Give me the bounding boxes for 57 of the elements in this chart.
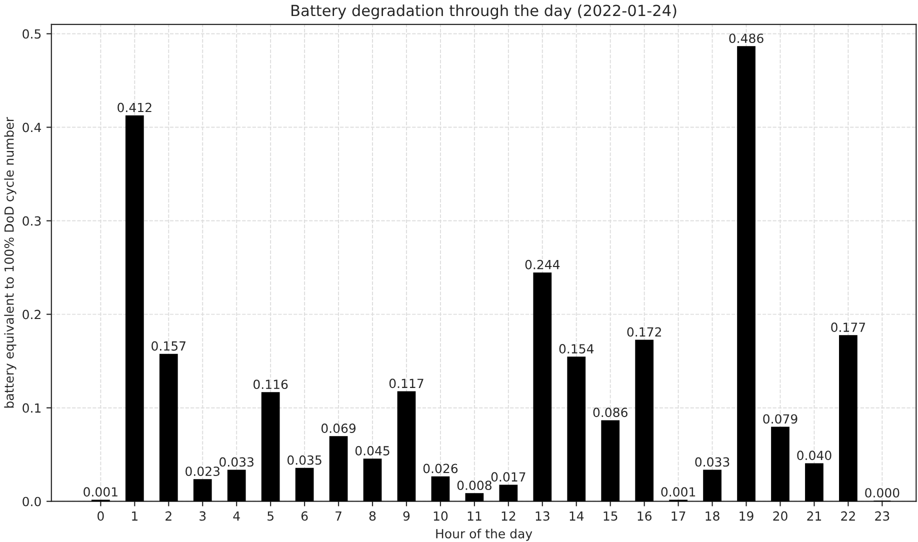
data-label: 0.154 <box>559 344 594 354</box>
x-tick-label: 0 <box>98 511 104 521</box>
x-tick-label: 22 <box>841 511 855 521</box>
data-label: 0.157 <box>152 341 186 351</box>
data-label: 0.069 <box>321 424 356 434</box>
data-label: 0.086 <box>593 408 628 418</box>
data-label: 0.172 <box>627 327 661 337</box>
x-tick-label: 6 <box>301 511 308 521</box>
data-label: 0.035 <box>287 455 322 465</box>
y-tick-label: 0.4 <box>22 122 41 132</box>
data-label: 0.486 <box>729 34 764 44</box>
data-label: 0.079 <box>763 414 798 424</box>
y-axis-title: battery equivalent to 100% DoD cycle number <box>4 116 16 408</box>
chart-title: Battery degradation through the day (2022-01-24) <box>292 4 676 20</box>
y-tick-label: 0.3 <box>22 216 41 226</box>
data-label: 0.000 <box>865 488 900 498</box>
y-tick-label: 0.5 <box>22 29 41 39</box>
data-label: 0.040 <box>797 450 832 460</box>
x-tick-label: 23 <box>875 511 890 521</box>
data-label: 0.116 <box>254 380 288 390</box>
x-tick-label: 9 <box>403 511 410 521</box>
data-label: 0.001 <box>84 487 118 497</box>
data-label: 0.045 <box>355 446 390 456</box>
x-tick-label: 8 <box>369 511 376 521</box>
x-tick-label: 19 <box>740 511 754 521</box>
x-tick-label: 15 <box>604 511 618 521</box>
x-tick-label: 17 <box>672 511 686 521</box>
data-label: 0.008 <box>457 480 492 490</box>
x-tick-label: 3 <box>200 511 206 521</box>
data-label: 0.412 <box>118 102 152 112</box>
data-label: 0.033 <box>695 457 730 467</box>
x-tick-label: 2 <box>166 511 172 521</box>
x-tick-label: 13 <box>536 511 550 521</box>
x-tick-label: 7 <box>336 511 342 521</box>
x-tick-label: 16 <box>638 511 652 521</box>
x-tick-label: 14 <box>570 511 584 521</box>
data-label: 0.244 <box>525 260 560 270</box>
x-tick-label: 11 <box>468 511 482 521</box>
x-tick-label: 12 <box>502 511 516 521</box>
x-tick-label: 5 <box>268 511 274 521</box>
y-tick-label: 0.0 <box>22 496 41 506</box>
data-label: 0.026 <box>423 464 458 474</box>
y-tick-label: 0.2 <box>22 310 40 320</box>
x-tick-label: 18 <box>706 511 720 521</box>
x-tick-label: 1 <box>132 511 138 521</box>
x-tick-label: 4 <box>233 511 240 521</box>
x-axis-title: Hour of the day <box>436 528 532 541</box>
y-tick-label: 0.1 <box>22 403 41 413</box>
data-label: 0.177 <box>831 322 866 332</box>
x-tick-label: 20 <box>773 511 788 521</box>
data-label: 0.117 <box>389 378 424 388</box>
x-tick-label: 10 <box>434 511 448 521</box>
data-label: 0.033 <box>220 457 254 467</box>
data-label: 0.001 <box>661 487 696 497</box>
data-label: 0.023 <box>186 466 220 476</box>
data-label: 0.017 <box>491 472 526 482</box>
x-tick-label: 21 <box>807 511 822 521</box>
